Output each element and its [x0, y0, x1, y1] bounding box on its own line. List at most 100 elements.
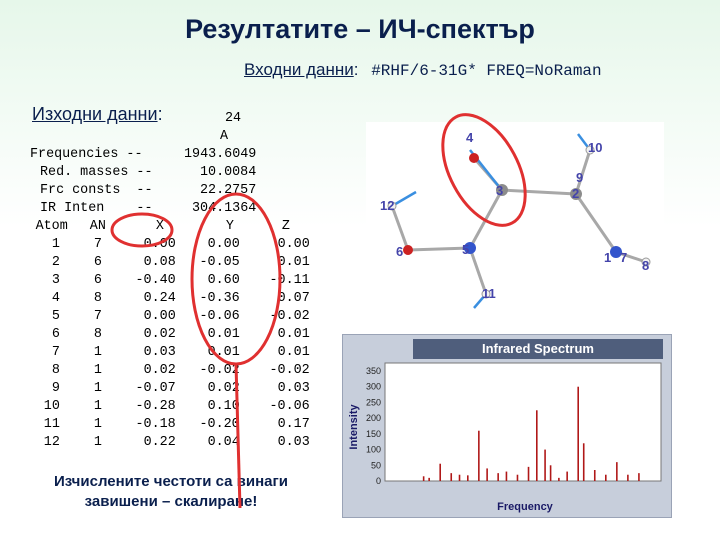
table-cell: 7 [51, 345, 60, 360]
bond-5-6 [406, 246, 472, 252]
table-header-x: X [155, 219, 164, 234]
table-cell: -0.06 [199, 309, 240, 324]
table-cell: -0.20 [199, 417, 240, 432]
ir-inten-label: IR Inten -- [40, 201, 153, 216]
scaling-note: Изчислените честоти са винаги завишени –… [30, 472, 312, 512]
table-cell: 2 [51, 255, 60, 270]
spectrum-plot-area [384, 362, 662, 482]
table-cell: -0.05 [199, 255, 240, 270]
table-cell: 9 [51, 381, 60, 396]
table-cell: -0.02 [269, 363, 310, 378]
ir-spectrum-panel[interactable]: Infrared Spectrum Intensity Frequency 35… [342, 334, 672, 518]
y-tick-label: 100 [366, 445, 381, 455]
table-cell: 8 [51, 363, 60, 378]
table-cell: 0.01 [277, 327, 310, 342]
input-data-line: Входни данни: #RHF/6-31G* FREQ=NoRaman [244, 60, 602, 80]
atom-2 [570, 188, 582, 200]
bond-2-1 [574, 192, 618, 254]
table-cell: 0.04 [207, 435, 240, 450]
table-cell: -0.02 [269, 309, 310, 324]
table-cell: 0.03 [277, 435, 310, 450]
spectrum-peaks [422, 386, 640, 481]
table-cell: 12 [43, 435, 60, 450]
table-header-y: Y [225, 219, 234, 234]
table-cell: 0.03 [277, 381, 310, 396]
table-cell: -0.06 [269, 399, 310, 414]
atom-label: 2 [572, 186, 579, 201]
y-tick-label: 350 [366, 366, 381, 376]
table-cell: -0.11 [269, 273, 310, 288]
y-tick-label: 200 [366, 413, 381, 423]
ir-inten-value: 304.1364 [192, 201, 257, 216]
atom-label: 3 [496, 183, 503, 198]
atom-label: 7 [620, 250, 627, 265]
table-cell: 4 [51, 291, 60, 306]
molecule-drawing: 4 10 3 92 12 6 5 1 78 11 [380, 130, 651, 309]
bond-3-2 [500, 188, 578, 196]
table-cell: 0.03 [143, 345, 176, 360]
table-cell: 8 [93, 327, 102, 342]
table-cell: -0.02 [199, 363, 240, 378]
table-cell: 6 [93, 273, 102, 288]
mode-number: 24 [225, 111, 242, 126]
input-data-value: #RHF/6-31G* FREQ=NoRaman [371, 62, 602, 80]
y-tick-label: 50 [371, 460, 381, 470]
table-cell: 6 [51, 327, 60, 342]
spectrum-chart: Intensity Frequency 350 300 250 200 150 100 50… [348, 362, 662, 513]
table-cell: 0.00 [143, 237, 176, 252]
table-cell: 3 [51, 273, 60, 288]
frequencies-value: 1943.6049 [184, 147, 257, 162]
table-cell: 0.01 [277, 345, 310, 360]
atom-label: 9 [576, 170, 583, 185]
table-cell: 7 [93, 237, 102, 252]
atom-label: 11 [482, 286, 496, 301]
atom-label: 5 [462, 242, 469, 257]
table-cell: -0.28 [135, 399, 176, 414]
atom-label: 8 [642, 258, 649, 273]
table-cell: -0.36 [199, 291, 240, 306]
scaling-note-line-1: Изчислените честоти са винаги [54, 473, 288, 490]
table-cell: -0.18 [135, 417, 176, 432]
molecule-viewer[interactable]: 4 10 3 9 2 12 6 5 1 7 8 11 [366, 122, 664, 322]
red-masses-value: 10.0084 [200, 165, 257, 180]
output-data-colon: : [157, 104, 163, 124]
table-cell: 0.00 [207, 237, 240, 252]
bond-5-11 [468, 246, 488, 296]
table-cell: 1 [93, 381, 102, 396]
displacement-arrows [391, 133, 591, 309]
atom-label: 1 [604, 250, 611, 265]
table-cell: 0.22 [143, 435, 176, 450]
table-cell: 0.00 [277, 237, 310, 252]
arrow-atom-12 [391, 190, 417, 208]
table-cell: -0.07 [135, 381, 176, 396]
table-cell: 8 [93, 291, 102, 306]
table-cell: -0.40 [135, 273, 176, 288]
table-cell: 0.60 [207, 273, 240, 288]
spectrum-x-label: Frequency [497, 501, 554, 513]
atom-12 [387, 201, 397, 211]
slide-title: Резултатите – ИЧ-спектър [185, 14, 535, 44]
table-cell: 5 [51, 309, 60, 324]
table-header-atom: Atom [35, 219, 68, 234]
y-tick-label: 0 [376, 476, 381, 486]
table-cell: 0.08 [143, 255, 176, 270]
table-cell: 0.24 [143, 291, 176, 306]
table-cell: 6 [93, 255, 102, 270]
table-cell: 1 [93, 399, 102, 414]
table-cell: 1 [51, 237, 60, 252]
y-tick-label: 250 [366, 397, 381, 407]
table-cell: 0.07 [277, 291, 310, 306]
atom-4 [469, 153, 479, 163]
atom-label: 6 [396, 244, 403, 259]
table-cell: 7 [93, 309, 102, 324]
atom-1 [610, 246, 622, 258]
input-data-label: Входни данни [244, 60, 354, 79]
atom-8 [641, 257, 651, 267]
table-cell: 0.01 [207, 327, 240, 342]
atom-5 [464, 242, 476, 254]
table-cell: 0.02 [143, 327, 176, 342]
table-cell: 0.02 [207, 381, 240, 396]
molecule-atoms [387, 145, 651, 299]
table-cell: 0.00 [143, 309, 176, 324]
table-header-z: Z [281, 219, 290, 234]
